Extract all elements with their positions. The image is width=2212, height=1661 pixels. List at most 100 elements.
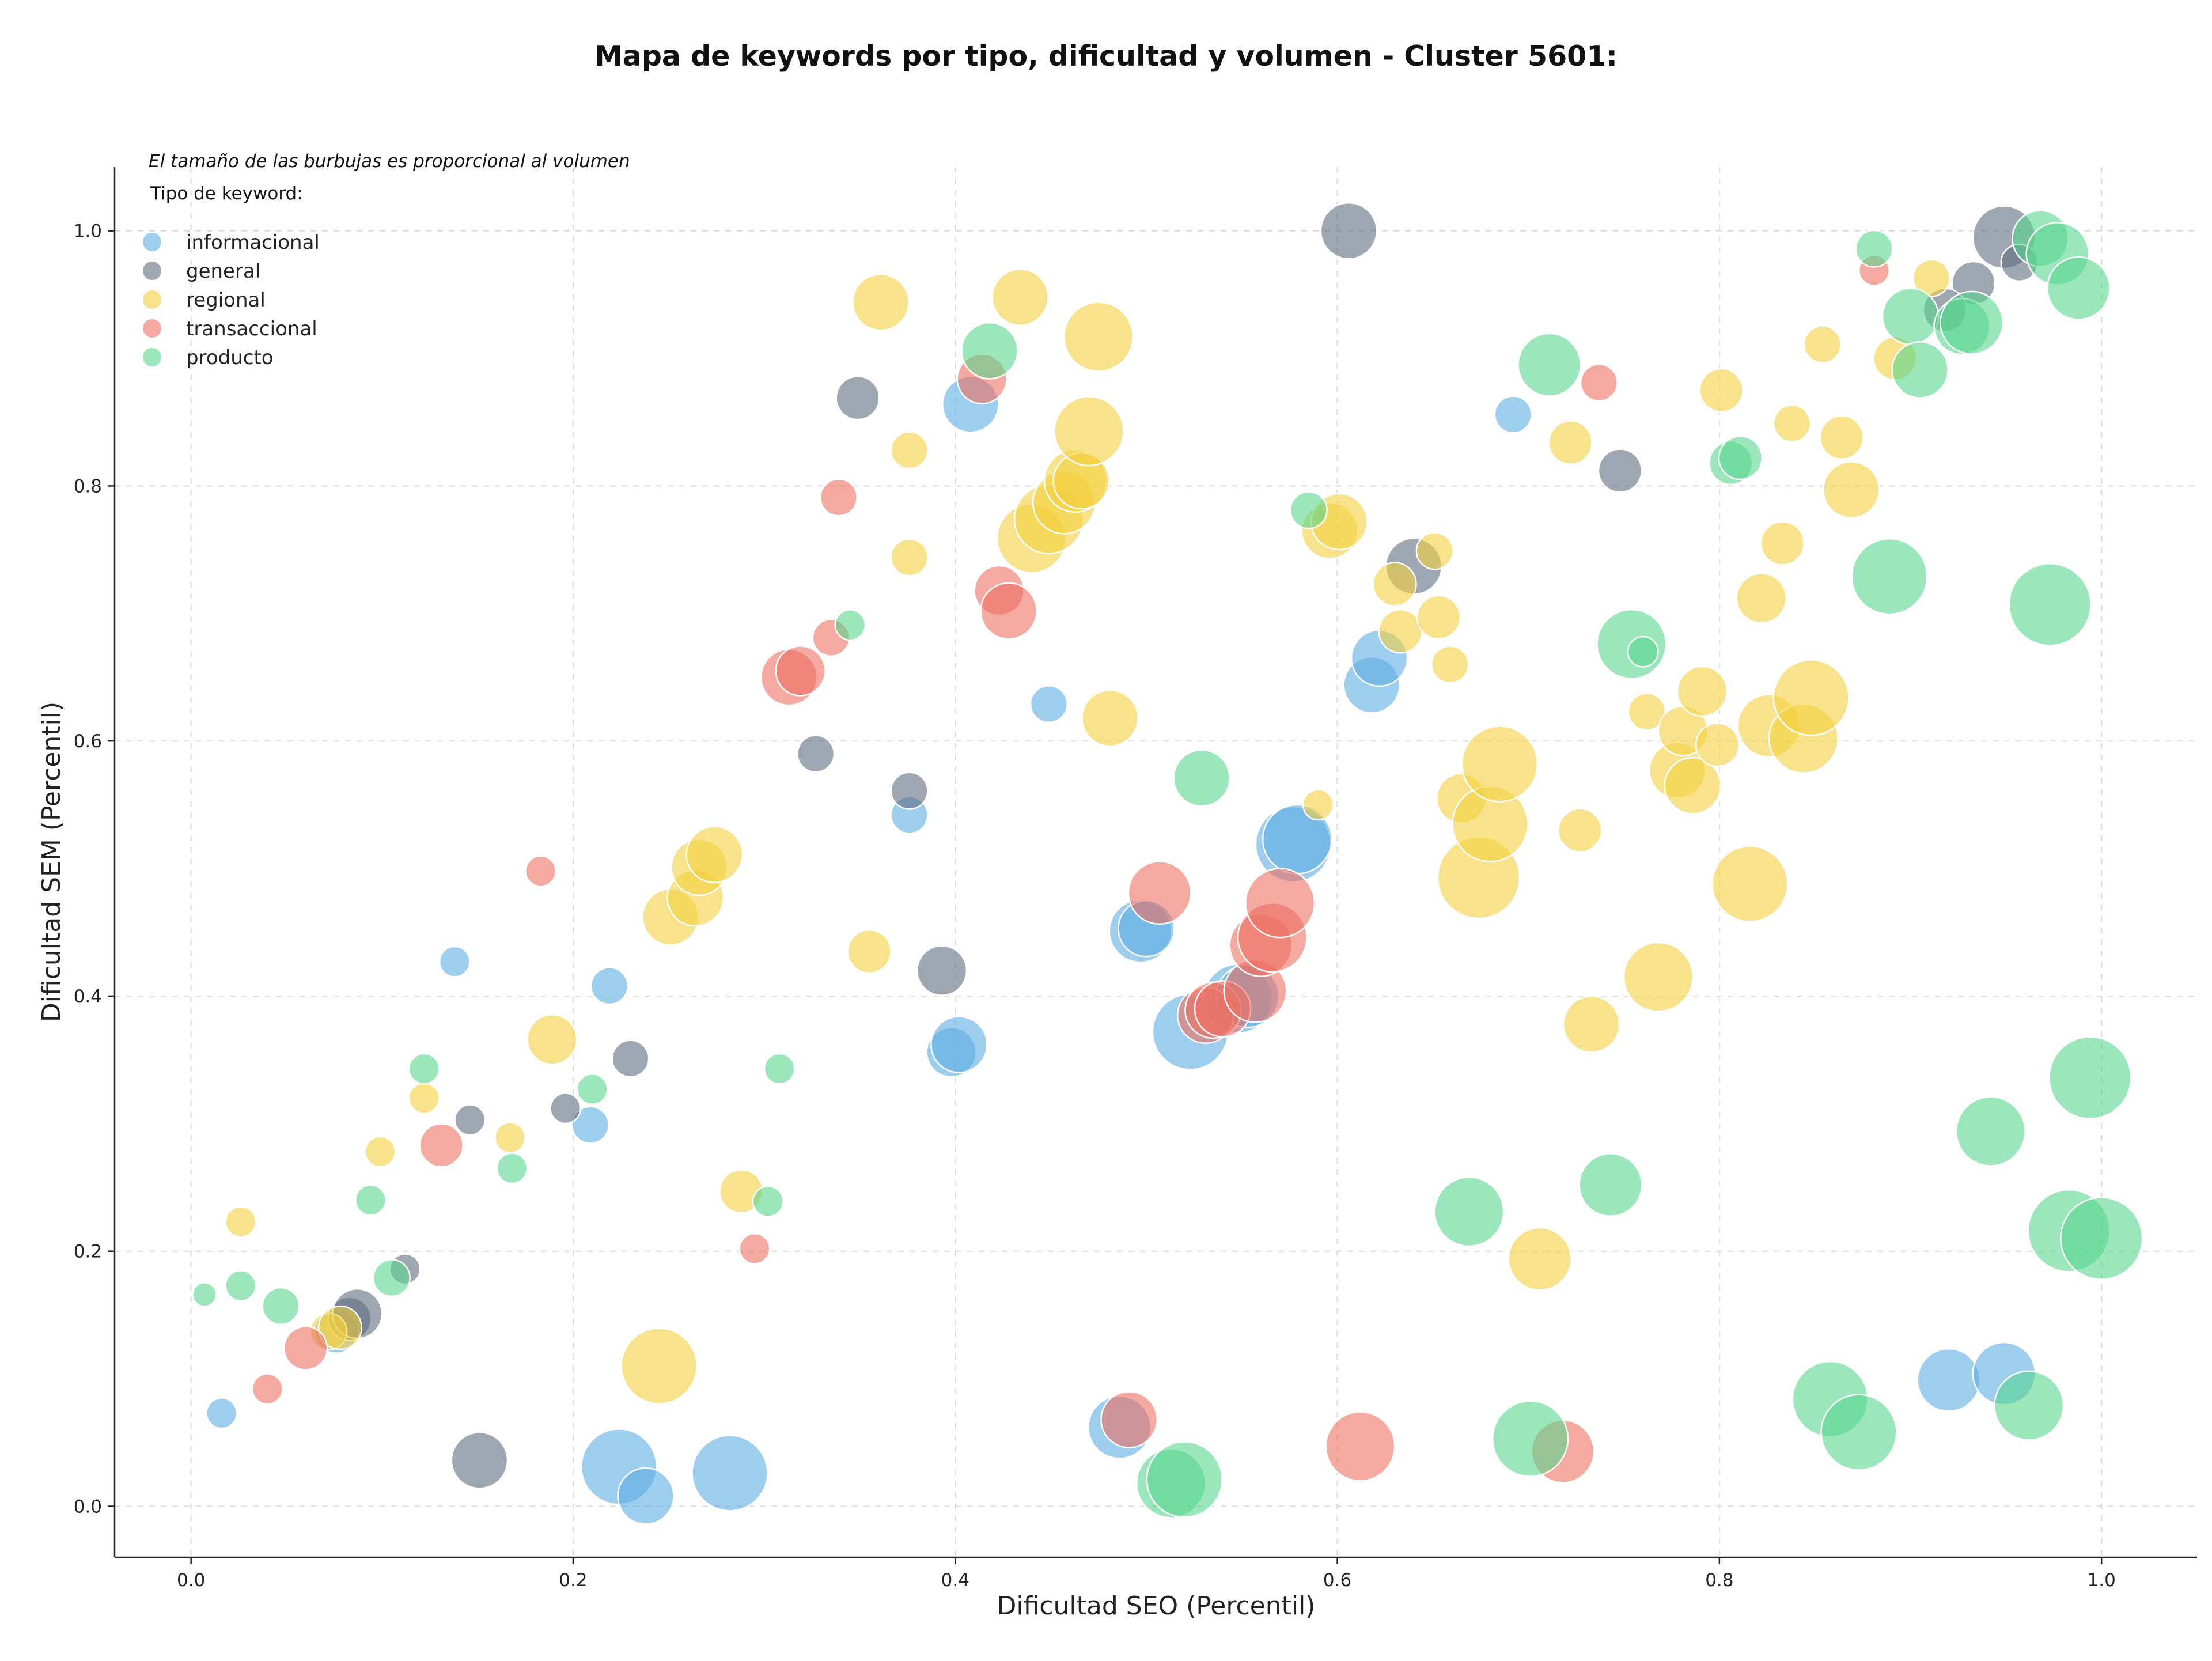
- bubble-regional: [1822, 461, 1880, 519]
- bubble-regional: [1378, 609, 1423, 654]
- bubble-producto: [1881, 287, 1940, 345]
- bubble-informacional: [1916, 1348, 1981, 1412]
- bubble-general: [890, 771, 929, 810]
- bubble-producto: [2046, 256, 2111, 320]
- bubble-producto: [2008, 563, 2092, 646]
- bubble-regional: [494, 1122, 526, 1154]
- legend-item-transaccional: transaccional: [142, 317, 317, 340]
- bubble-producto: [354, 1184, 387, 1216]
- bubble-producto: [1994, 1370, 2065, 1441]
- bubble-transaccional: [525, 855, 557, 887]
- bubble-producto: [1718, 436, 1763, 480]
- bubble-regional: [1623, 941, 1694, 1012]
- legend-item-producto: producto: [142, 346, 274, 369]
- bubble-producto: [1289, 491, 1328, 529]
- bubble-general: [611, 1039, 650, 1078]
- bubble-producto: [752, 1185, 784, 1217]
- bubble-informacional: [206, 1397, 238, 1429]
- bubble-producto: [408, 1053, 440, 1085]
- bubble-regional: [1772, 404, 1811, 443]
- bubble-transaccional: [1580, 364, 1618, 402]
- bubble-regional: [408, 1082, 440, 1114]
- bubble-general: [1320, 202, 1378, 260]
- bubble-regional: [1063, 301, 1134, 372]
- legend-item-informacional: informacional: [142, 231, 320, 254]
- bubble-regional: [1627, 693, 1666, 731]
- legend-marker: [142, 318, 162, 339]
- x-tick-label: 0.8: [1705, 1570, 1733, 1591]
- bubble-producto: [1855, 229, 1893, 268]
- bubble-producto: [1491, 1400, 1569, 1477]
- legend-label: regional: [186, 289, 266, 312]
- bubble-regional: [1508, 1227, 1572, 1291]
- bubble-transaccional: [980, 582, 1037, 640]
- legend-title: Tipo de keyword:: [150, 183, 303, 204]
- bubbles: [192, 202, 2143, 1525]
- bubble-producto: [1517, 332, 1582, 397]
- volume-note: El tamaño de las burbujas es proporciona…: [149, 151, 630, 172]
- bubble-producto: [1146, 1441, 1223, 1518]
- bubble-regional: [1676, 665, 1728, 717]
- bubble-regional: [1054, 396, 1124, 467]
- bubble-transaccional: [775, 645, 826, 697]
- bubble-regional: [1431, 645, 1469, 684]
- legend-marker: [142, 260, 162, 281]
- x-axis-label: Dificultad SEO (Percentil): [997, 1591, 1316, 1621]
- bubble-producto: [1940, 290, 2004, 355]
- axes: [113, 167, 2197, 1558]
- ticks: 0.0 0.2 0.4 0.6 0.8 1.0 0.0 0.2 0.4 0.6 0.8 1.0: [74, 221, 2116, 1591]
- bubble-informacional: [1029, 684, 1068, 724]
- bubble-transaccional: [738, 1232, 771, 1265]
- bubble-informacional: [691, 1435, 768, 1512]
- bubble-producto: [1891, 341, 1949, 399]
- bubble-informacional: [930, 1016, 988, 1073]
- bubble-producto: [1627, 635, 1659, 668]
- bubble-producto: [1955, 1096, 2026, 1167]
- legend-label: transaccional: [186, 317, 317, 340]
- bubble-regional: [1461, 725, 1539, 803]
- bubble-producto: [372, 1259, 411, 1297]
- bubble-transaccional: [1100, 1391, 1158, 1448]
- bubble-regional: [1415, 532, 1454, 570]
- y-tick-label: 0.4: [74, 986, 102, 1007]
- legend-item-regional: regional: [142, 289, 266, 312]
- x-tick-label: 0.0: [177, 1570, 205, 1591]
- bubble-regional: [317, 1305, 362, 1350]
- bubble-informacional: [590, 967, 629, 1005]
- bubble-producto: [192, 1282, 217, 1307]
- bubble-regional: [527, 1013, 578, 1065]
- bubble-general: [450, 1431, 509, 1489]
- bubble-regional: [1562, 995, 1620, 1053]
- bubble-general: [550, 1092, 582, 1125]
- bubble-regional: [1558, 808, 1603, 853]
- bubble-producto: [1173, 749, 1230, 807]
- bubble-producto: [1434, 1176, 1505, 1247]
- bubble-regional: [620, 1327, 698, 1405]
- bubble-producto: [2059, 1197, 2143, 1280]
- bubble-general: [454, 1104, 486, 1136]
- bubble-regional: [685, 826, 744, 884]
- bubble-transaccional: [283, 1326, 328, 1371]
- bubble-regional: [1772, 659, 1850, 736]
- bubble-regional: [364, 1136, 396, 1168]
- bubble-general: [797, 735, 835, 773]
- series-regional: [225, 259, 1951, 1405]
- bubble-regional: [1711, 845, 1789, 922]
- bubble-producto: [496, 1152, 528, 1185]
- bubble-regional: [890, 431, 929, 470]
- bubble-regional: [1819, 415, 1864, 460]
- bubble-regional: [847, 929, 892, 974]
- bubble-producto: [1851, 538, 1928, 615]
- legend-marker: [142, 347, 162, 368]
- bubble-producto: [576, 1073, 608, 1105]
- bubble-regional: [1081, 689, 1139, 747]
- bubble-producto: [1578, 1153, 1643, 1217]
- bubble-producto: [763, 1053, 796, 1085]
- legend-marker: [142, 289, 162, 310]
- bubble-regional: [1699, 368, 1744, 413]
- bubble-regional: [991, 268, 1049, 326]
- bubble-transaccional: [1127, 861, 1192, 925]
- x-tick-label: 1.0: [2088, 1570, 2116, 1591]
- bubble-producto: [2048, 1036, 2132, 1119]
